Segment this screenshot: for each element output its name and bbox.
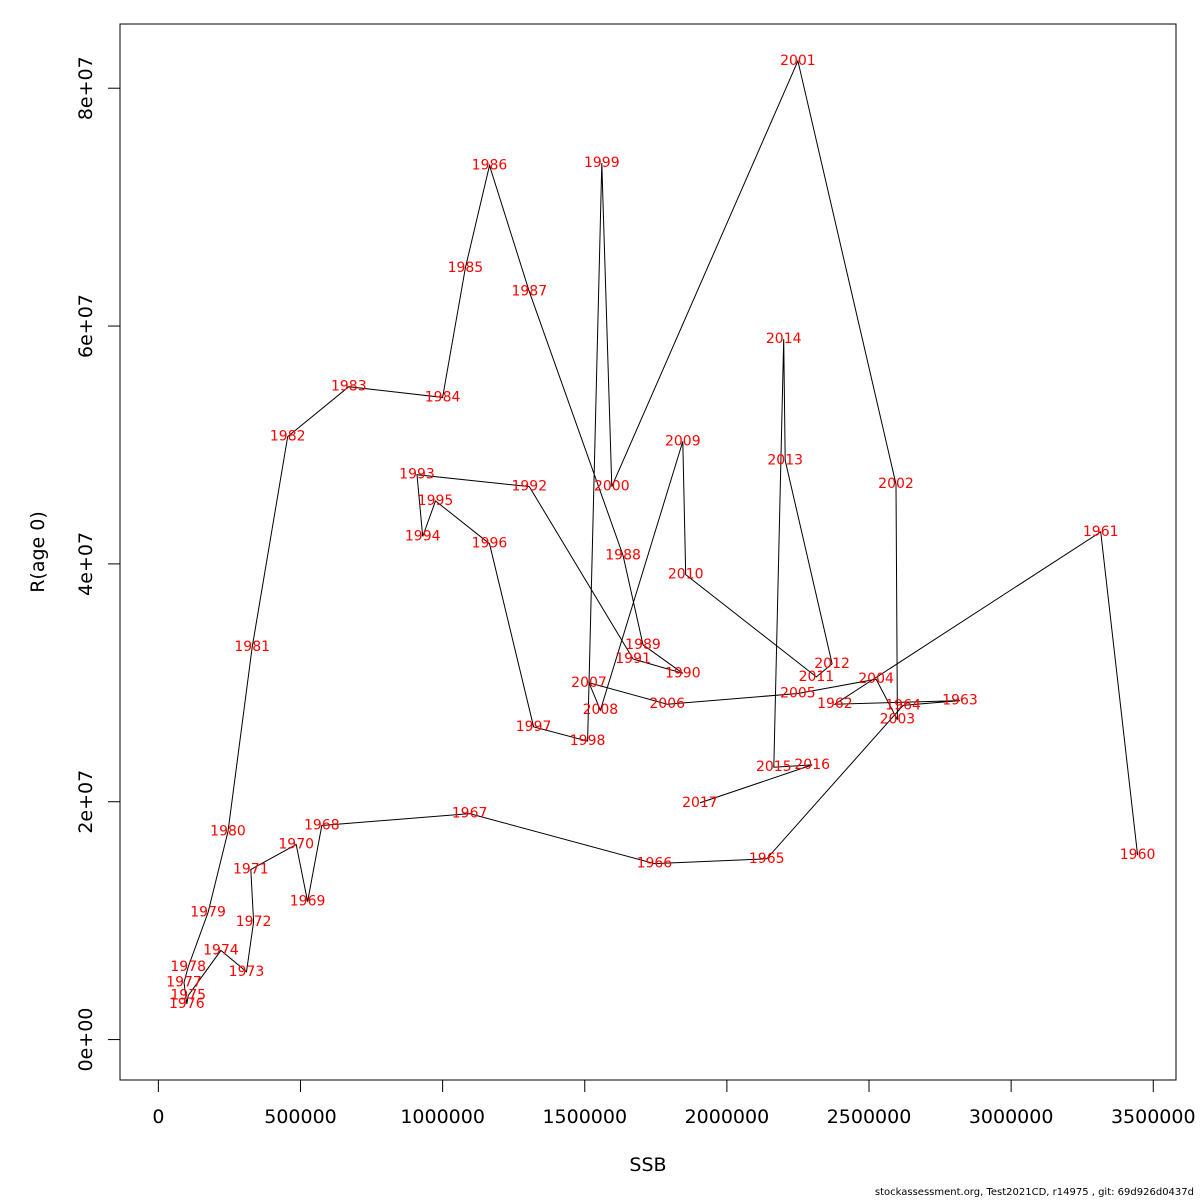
year-label-1973: 1973 [229,964,265,980]
year-label-1997: 1997 [516,719,552,735]
year-label-2016: 2016 [794,757,830,773]
x-tick-label: 1000000 [400,1106,485,1128]
year-label-1962: 1962 [817,696,853,712]
plot-frame [119,23,1177,1081]
year-label-2006: 2006 [649,696,685,712]
year-label-1994: 1994 [405,529,441,545]
year-label-1972: 1972 [236,914,272,930]
year-label-1999: 1999 [584,155,620,171]
x-axis-title: SSB [629,1154,666,1176]
x-tick-label: 2000000 [685,1106,770,1128]
year-label-1998: 1998 [570,733,606,749]
year-label-1968: 1968 [304,818,340,834]
y-tick-label: 4e+07 [75,532,97,596]
year-label-1975: 1975 [170,988,206,1004]
year-label-2012: 2012 [814,656,850,672]
year-label-2000: 2000 [594,479,630,495]
year-label-1977: 1977 [166,975,202,991]
x-tick-label: 0 [152,1106,164,1128]
year-label-2010: 2010 [668,567,704,583]
x-tick-label: 500000 [264,1106,337,1128]
y-axis-title: R(age 0) [27,511,49,593]
x-tick-label: 3500000 [1111,1106,1196,1128]
x-tick-label: 1500000 [542,1106,627,1128]
year-label-1991: 1991 [615,651,651,667]
year-label-2009: 2009 [665,433,701,449]
year-label-1983: 1983 [331,379,367,395]
year-label-2011: 2011 [799,669,835,685]
year-label-1971: 1971 [233,862,269,878]
x-tick-label: 3000000 [969,1106,1054,1128]
year-label-1988: 1988 [605,548,641,564]
footer-text: stockassessment.org, Test2021CD, r14975 … [874,1187,1194,1198]
y-tick-label: 6e+07 [75,294,97,358]
year-label-2017: 2017 [682,795,718,811]
year-label-1984: 1984 [425,389,461,405]
year-label-1976: 1976 [169,996,205,1012]
year-label-1967: 1967 [452,806,488,822]
year-label-1996: 1996 [472,536,508,552]
year-label-1986: 1986 [472,158,508,174]
year-label-2013: 2013 [767,452,803,468]
year-label-1981: 1981 [234,639,270,655]
year-label-1960: 1960 [1120,847,1156,863]
year-label-1992: 1992 [511,479,547,495]
y-tick-label: 8e+07 [75,56,97,120]
y-axis: 0e+00 2e+07 4e+07 6e+07 8e+07 [75,56,121,1072]
year-label-2001: 2001 [780,53,816,69]
year-labels: 1960 1961 1962 1963 1964 1965 1966 1967 1968 1969… [166,53,1155,1012]
year-label-1966: 1966 [637,856,673,872]
x-axis: 0 500000 1000000 1500000 2000000 2500000 30000… [152,1079,1196,1128]
year-label-1974: 1974 [203,942,239,958]
year-label-1961: 1961 [1083,524,1119,540]
recruitment-path-line [183,59,1139,1004]
year-label-1963: 1963 [942,693,978,709]
year-label-2015: 2015 [756,759,792,775]
year-label-1987: 1987 [511,284,547,300]
year-label-2004: 2004 [858,671,894,687]
year-label-2005: 2005 [780,686,816,702]
year-label-1969: 1969 [290,894,326,910]
year-label-2014: 2014 [766,331,802,347]
year-label-1982: 1982 [270,429,306,445]
year-label-2003: 2003 [880,712,916,728]
year-label-1970: 1970 [278,837,314,853]
year-label-1993: 1993 [399,467,435,483]
year-label-2007: 2007 [571,675,607,691]
x-tick-label: 2500000 [827,1106,912,1128]
year-label-1980: 1980 [210,824,246,840]
year-label-2008: 2008 [583,702,619,718]
year-label-2002: 2002 [878,476,914,492]
year-label-1964: 1964 [885,697,921,713]
year-label-1985: 1985 [448,260,484,276]
year-label-1989: 1989 [625,637,661,653]
year-label-1965: 1965 [749,851,785,867]
year-label-1979: 1979 [190,904,226,920]
y-tick-label: 0e+00 [75,1008,97,1072]
y-tick-label: 2e+07 [75,770,97,834]
year-label-1978: 1978 [170,959,206,975]
year-label-1995: 1995 [418,493,454,509]
year-label-1990: 1990 [665,665,701,681]
